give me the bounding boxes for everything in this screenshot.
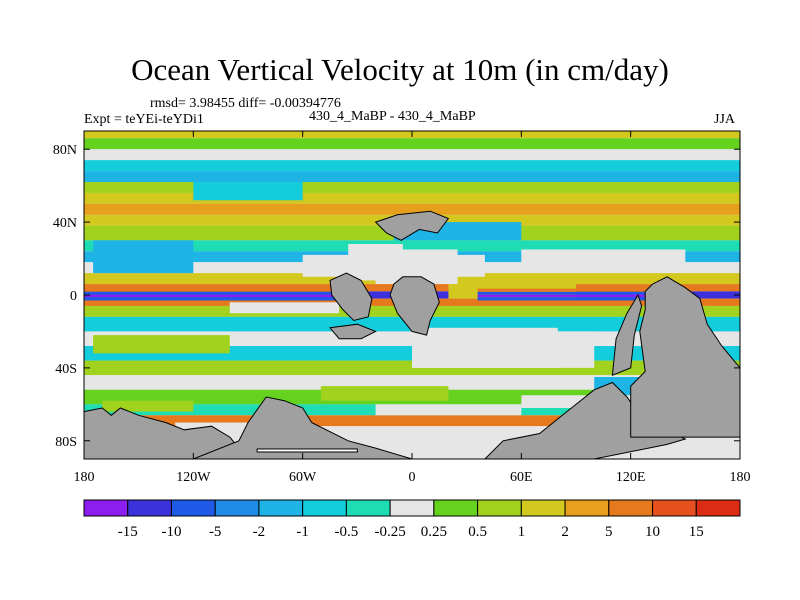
- field-band: [84, 171, 740, 183]
- field-white-patch: [412, 327, 558, 368]
- x-tick-label: 180: [730, 470, 751, 485]
- colorbar-label: 2: [561, 524, 569, 540]
- colorbar-label: -15: [118, 524, 138, 540]
- comparison-label: 430_4_MaBP - 430_4_MaBP: [309, 109, 476, 124]
- field-patch: [93, 240, 194, 274]
- colorbar-swatch: [652, 499, 697, 517]
- land-continent-east: [630, 276, 740, 438]
- colorbar-label: 5: [605, 524, 613, 540]
- equatorial-streak: [84, 297, 354, 301]
- equatorial-streak: [84, 291, 354, 295]
- equatorial-streak: [84, 288, 354, 292]
- equatorial-streak: [477, 291, 653, 295]
- colorbar-swatch: [127, 499, 172, 517]
- chart-title: Ocean Vertical Velocity at 10m (in cm/da…: [131, 52, 669, 87]
- x-tick-label: 120E: [616, 470, 646, 485]
- field-patch: [93, 335, 230, 354]
- y-tick-label: 40S: [55, 362, 77, 377]
- colorbar-label: -0.5: [335, 524, 359, 540]
- field-patch: [229, 302, 340, 314]
- land-islands-south: [329, 323, 377, 340]
- colorbar-swatch: [389, 499, 435, 517]
- colorbar-swatch: [302, 499, 347, 517]
- land-antarctica-west: [84, 407, 249, 459]
- colorbar-swatch: [477, 499, 522, 517]
- field-band: [84, 160, 740, 172]
- ice-shelf: [256, 448, 358, 453]
- field-band: [84, 138, 740, 150]
- colorbar-swatch: [345, 499, 391, 517]
- colorbar-swatch: [170, 499, 216, 517]
- colorbar-label: -0.25: [375, 524, 406, 540]
- field-white-patch: [375, 404, 522, 416]
- field-patch: [193, 182, 303, 201]
- field-patch: [521, 249, 686, 268]
- season-label: JJA: [714, 112, 736, 127]
- colorbar-swatch: [564, 499, 610, 517]
- colorbar-swatch: [83, 499, 129, 517]
- land-continent-westcentral: [329, 272, 373, 322]
- colorbar-swatch: [258, 499, 304, 517]
- y-tick-label: 80N: [53, 143, 77, 158]
- colorbar-swatch: [214, 499, 260, 517]
- y-tick-label: 0: [70, 289, 77, 304]
- land-continent-north: [374, 210, 450, 241]
- equatorial-streak: [477, 288, 653, 292]
- y-tick-label: 80S: [55, 435, 77, 450]
- x-tick-label: 120W: [176, 470, 211, 485]
- field-band: [84, 240, 740, 252]
- equatorial-streak: [84, 294, 354, 298]
- field-patch: [320, 386, 449, 401]
- colorbar-label: 10: [645, 524, 660, 540]
- colorbar-swatch: [608, 499, 654, 517]
- x-tick-label: 180: [74, 470, 95, 485]
- land-continent-southeast: [611, 293, 643, 376]
- equatorial-streak: [477, 294, 653, 298]
- land-antarctica-center: [193, 396, 413, 459]
- colorbar-label: -5: [209, 524, 222, 540]
- field-band: [84, 149, 740, 161]
- equatorial-streak: [477, 297, 653, 301]
- colorbar-label: 1: [518, 524, 526, 540]
- x-tick-label: 60W: [289, 470, 317, 485]
- colorbar-label: -2: [253, 524, 266, 540]
- experiment-label: Expt = teYEi-teYDi1: [84, 112, 204, 127]
- field-band: [84, 192, 740, 204]
- field-patch: [102, 400, 194, 412]
- field-band: [84, 426, 740, 438]
- colorbar-swatch: [433, 499, 479, 517]
- field-band: [84, 182, 740, 193]
- field-band: [84, 375, 740, 390]
- field-band: [84, 415, 740, 427]
- colorbar-label: 15: [689, 524, 704, 540]
- x-tick-label: 0: [409, 470, 416, 485]
- y-tick-label: 40N: [53, 216, 77, 231]
- colorbar-label: 0.5: [468, 524, 487, 540]
- colorbar-label: -10: [161, 524, 181, 540]
- x-tick-label: 60E: [510, 470, 533, 485]
- colorbar-swatch: [695, 499, 741, 517]
- stats-text: rmsd= 3.98455 diff= -0.00394776: [150, 96, 341, 111]
- land-layer: [84, 210, 740, 459]
- colorbar-label: -1: [296, 524, 309, 540]
- colorbar-swatch: [520, 499, 566, 517]
- colorbar-label: 0.25: [421, 524, 447, 540]
- land-continent-central: [389, 276, 440, 336]
- field-band: [84, 203, 740, 215]
